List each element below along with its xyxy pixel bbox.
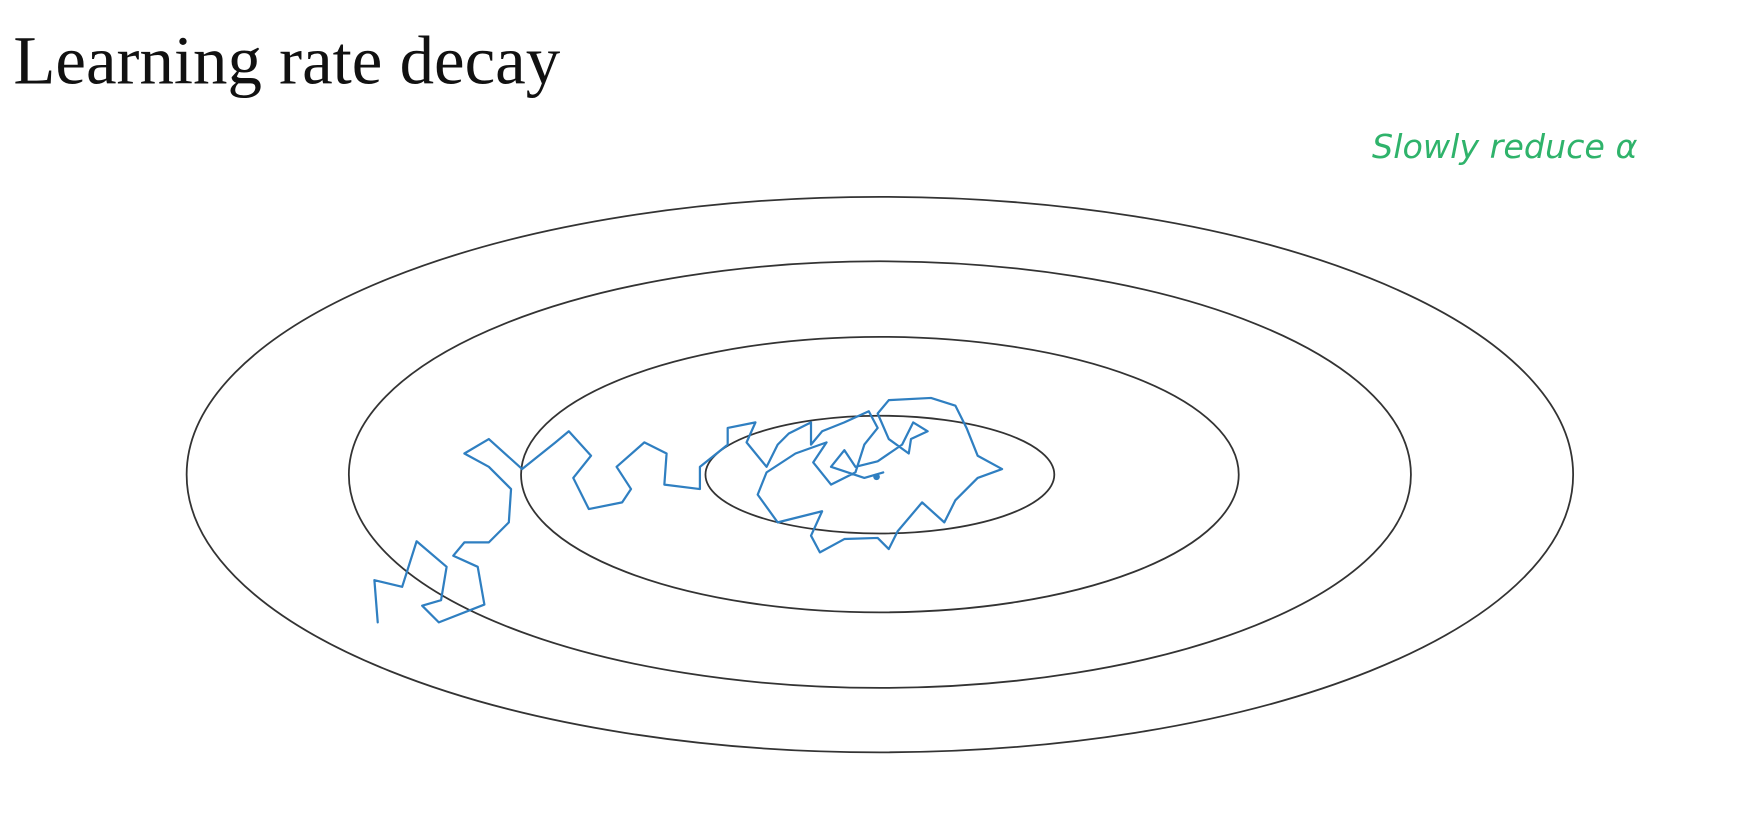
sgd-path — [373, 396, 1004, 624]
contour-third — [520, 335, 1240, 614]
handwritten-note: Slowly reduce α — [1372, 127, 1637, 166]
contour-inner — [704, 414, 1056, 535]
contour-second — [347, 260, 1412, 689]
slide-title: Learning rate decay — [13, 23, 560, 99]
minimum-dot — [873, 473, 880, 481]
contour-outer — [185, 195, 1575, 754]
